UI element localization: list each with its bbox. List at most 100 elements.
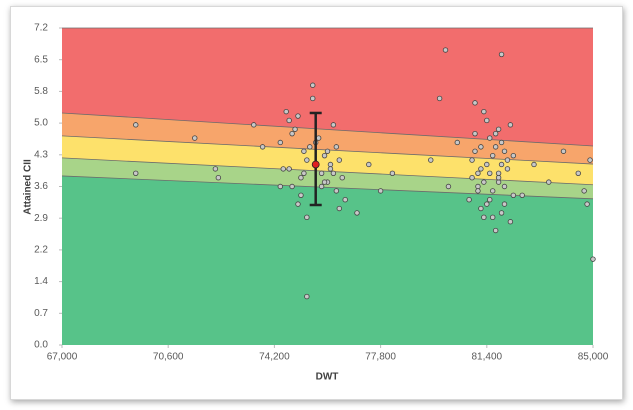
data-point xyxy=(481,214,487,221)
data-point xyxy=(442,47,449,53)
data-point xyxy=(560,148,567,154)
data-point xyxy=(495,126,502,132)
data-point xyxy=(339,174,345,181)
data-point xyxy=(318,170,325,176)
y-tick-label: 2.9 xyxy=(34,213,48,224)
data-point xyxy=(466,197,472,203)
data-point xyxy=(492,130,499,137)
data-point xyxy=(304,293,310,300)
data-point xyxy=(504,166,511,172)
data-point xyxy=(333,188,340,194)
data-point xyxy=(481,179,487,185)
data-point xyxy=(575,170,581,176)
x-axis-title: DWT xyxy=(316,372,339,383)
data-point xyxy=(454,139,460,146)
data-point xyxy=(504,157,511,163)
data-point xyxy=(498,139,505,146)
data-point xyxy=(495,179,502,185)
data-point xyxy=(304,214,310,221)
y-tick-label: 6.5 xyxy=(34,54,48,65)
data-point xyxy=(310,95,316,102)
data-point xyxy=(277,183,283,190)
data-point xyxy=(304,157,310,163)
data-point xyxy=(295,201,301,207)
data-point xyxy=(492,227,499,234)
y-tick-label: 4.3 xyxy=(34,149,48,160)
data-point xyxy=(472,130,478,137)
data-point xyxy=(286,117,292,124)
data-point xyxy=(354,210,360,216)
zone-boundary xyxy=(61,157,594,186)
data-point xyxy=(280,166,286,172)
data-point xyxy=(342,197,348,203)
y-tick-label: 0.7 xyxy=(34,308,48,319)
y-tick-label: 5.8 xyxy=(34,86,48,97)
data-point xyxy=(487,135,493,141)
data-point xyxy=(301,148,307,154)
data-point xyxy=(336,157,342,163)
data-point xyxy=(510,152,517,159)
data-point xyxy=(321,152,328,159)
data-point xyxy=(501,201,508,207)
x-tick-label: 74,200 xyxy=(259,352,290,363)
data-point xyxy=(318,183,325,190)
data-point xyxy=(389,170,396,176)
zone-boundary xyxy=(61,175,594,200)
data-point xyxy=(133,170,139,176)
y-tick-label: 0.0 xyxy=(34,340,48,351)
data-point xyxy=(495,174,502,181)
data-point xyxy=(298,192,304,199)
data-point xyxy=(510,192,517,199)
data-point xyxy=(327,166,334,172)
data-point xyxy=(215,174,222,181)
data-point xyxy=(498,51,505,58)
data-point xyxy=(475,188,481,194)
data-point xyxy=(472,100,478,106)
data-point xyxy=(133,122,139,128)
data-point xyxy=(472,148,478,154)
data-point xyxy=(481,108,487,115)
data-point xyxy=(478,144,484,150)
data-point xyxy=(475,170,481,176)
data-point xyxy=(475,183,481,190)
data-point xyxy=(301,170,307,176)
data-point xyxy=(377,188,384,194)
data-point xyxy=(436,95,443,102)
zone-boundary xyxy=(61,112,594,147)
x-tick-label: 70,600 xyxy=(153,352,184,363)
data-point xyxy=(283,108,289,115)
data-point xyxy=(498,161,505,168)
data-point xyxy=(327,161,334,168)
data-point xyxy=(581,188,587,194)
x-tick-label: 81,400 xyxy=(472,352,503,363)
x-tick-label: 77,800 xyxy=(365,352,396,363)
data-point xyxy=(492,144,499,150)
data-point xyxy=(428,157,434,163)
data-point xyxy=(495,170,502,176)
data-point xyxy=(330,170,337,176)
data-point xyxy=(507,122,514,128)
data-point xyxy=(478,166,484,172)
data-point xyxy=(469,157,475,163)
y-tick-label: 1.4 xyxy=(34,276,48,287)
data-point xyxy=(277,139,283,146)
data-point xyxy=(289,183,295,190)
data-point xyxy=(315,135,322,141)
data-point xyxy=(501,183,508,190)
data-point xyxy=(487,197,493,203)
data-point xyxy=(498,210,505,216)
data-point xyxy=(484,117,490,124)
data-point xyxy=(324,148,331,154)
data-point xyxy=(336,205,342,212)
x-tick-label: 67,000 xyxy=(47,352,78,363)
data-point xyxy=(259,144,266,150)
data-point xyxy=(192,135,198,141)
data-point xyxy=(484,161,490,168)
data-point xyxy=(321,179,328,185)
mean-point xyxy=(311,160,320,169)
y-axis-title: Attained CII xyxy=(23,159,34,215)
data-point xyxy=(490,188,496,194)
y-tick-label: 2.2 xyxy=(34,245,48,256)
data-point xyxy=(310,82,316,88)
data-point xyxy=(251,122,257,128)
